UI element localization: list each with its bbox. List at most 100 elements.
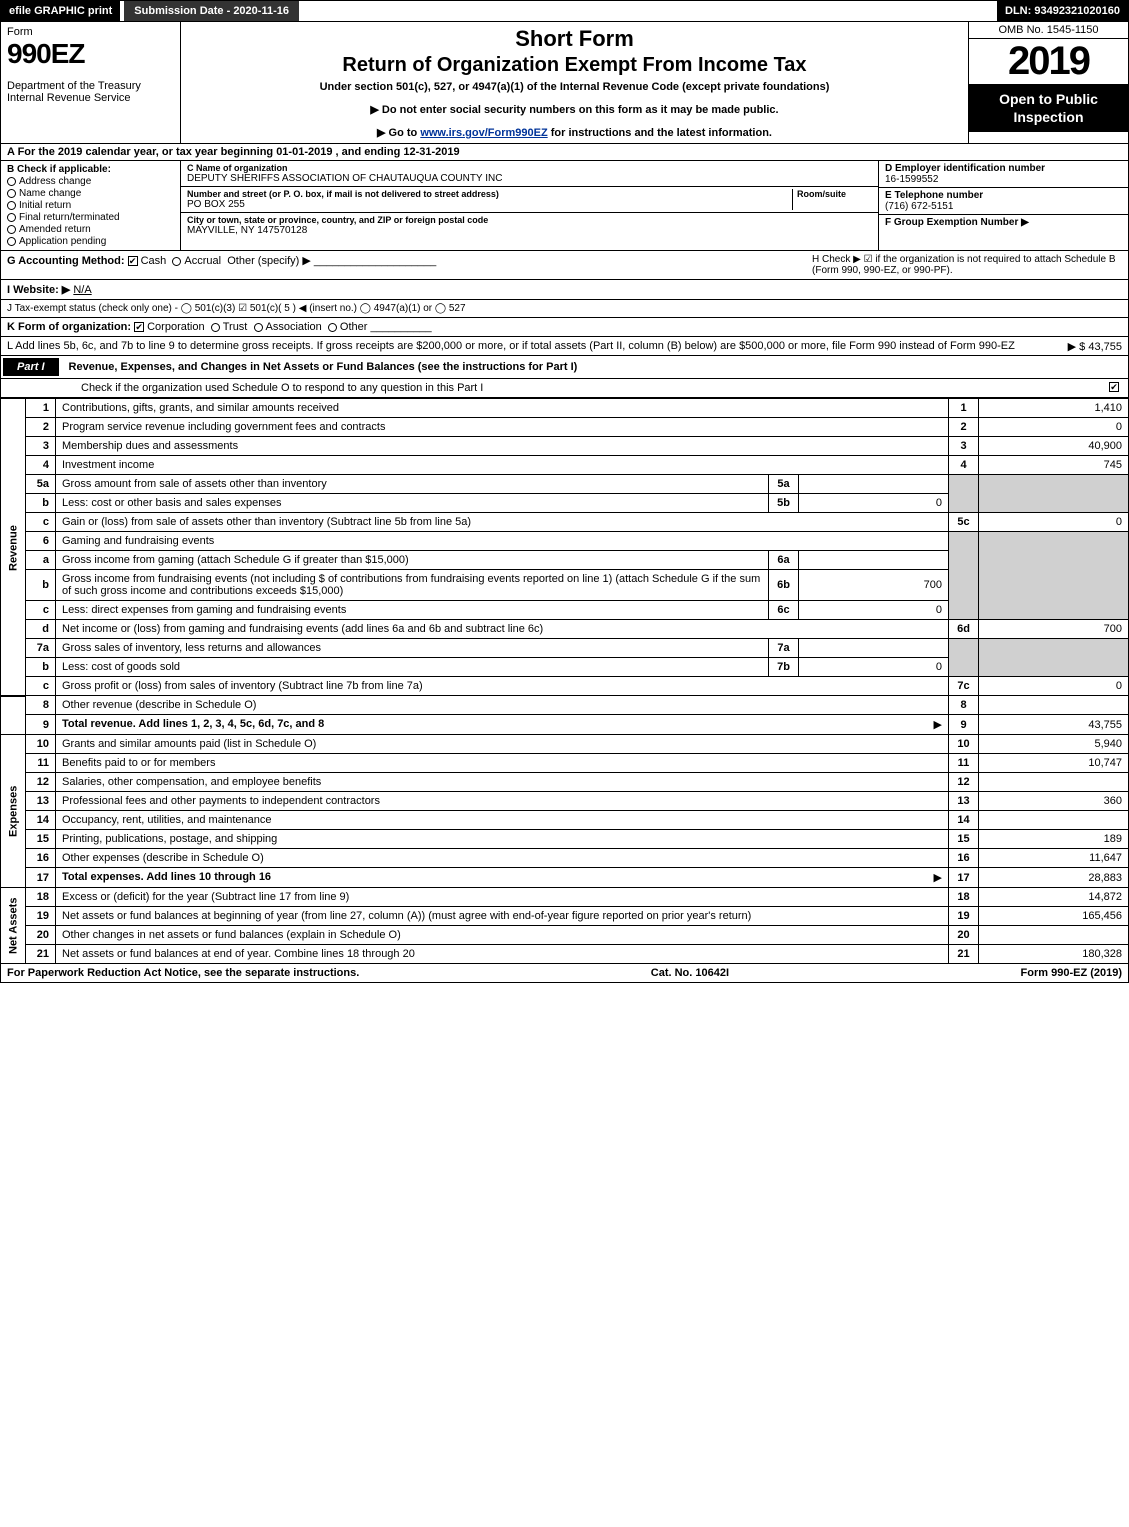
sub-5b: 5b	[769, 494, 799, 513]
under-section: Under section 501(c), 527, or 4947(a)(1)…	[191, 81, 958, 93]
ln-5a: 5a	[26, 475, 56, 494]
num-12: 12	[949, 773, 979, 792]
lbl-assoc: Association	[266, 321, 322, 333]
org-name: DEPUTY SHERIFFS ASSOCIATION OF CHAUTAUQU…	[187, 173, 872, 184]
lbl-trust: Trust	[223, 321, 248, 333]
info-section: B Check if applicable: Address change Na…	[0, 161, 1129, 251]
val-9: 43,755	[979, 715, 1129, 735]
goto-pre: ▶ Go to	[377, 127, 420, 139]
subval-7b: 0	[799, 658, 949, 677]
num-6d: 6d	[949, 620, 979, 639]
desc-6b: Gross income from fundraising events (no…	[62, 573, 760, 597]
chk-initial-return[interactable]	[7, 201, 16, 210]
chk-name-change[interactable]	[7, 189, 16, 198]
chk-corp[interactable]: ✔	[134, 322, 144, 332]
side-expenses: Expenses	[1, 735, 26, 888]
desc-6a: Gross income from gaming (attach Schedul…	[62, 554, 409, 566]
ssn-note: ▶ Do not enter social security numbers o…	[191, 103, 958, 116]
chk-accrual[interactable]	[172, 257, 181, 266]
desc-7b: Less: cost of goods sold	[62, 661, 180, 673]
chk-other-org[interactable]	[328, 323, 337, 332]
chk-amended[interactable]	[7, 225, 16, 234]
desc-6c: Less: direct expenses from gaming and fu…	[62, 604, 346, 616]
part1-header: Part I Revenue, Expenses, and Changes in…	[0, 356, 1129, 379]
lbl-final-return: Final return/terminated	[19, 212, 120, 223]
box-def: D Employer identification number 16-1599…	[878, 161, 1128, 250]
lbl-amended: Amended return	[19, 224, 91, 235]
g-label: G Accounting Method:	[7, 255, 125, 267]
row-a-tax-year: A For the 2019 calendar year, or tax yea…	[0, 144, 1129, 161]
num-5c: 5c	[949, 513, 979, 532]
c-room-lbl: Room/suite	[797, 189, 872, 199]
sub-6b: 6b	[769, 570, 799, 601]
efile-print-button[interactable]: efile GRAPHIC print	[1, 1, 120, 21]
desc-18: Excess or (deficit) for the year (Subtra…	[62, 891, 349, 903]
ln-19: 19	[26, 907, 56, 926]
subval-6c: 0	[799, 601, 949, 620]
desc-5c: Gain or (loss) from sale of assets other…	[62, 516, 471, 528]
ln-6b: b	[26, 570, 56, 601]
num-2: 2	[949, 418, 979, 437]
desc-1: Contributions, gifts, grants, and simila…	[62, 402, 339, 414]
desc-7c: Gross profit or (loss) from sales of inv…	[62, 680, 423, 692]
val-5c: 0	[979, 513, 1129, 532]
num-14: 14	[949, 811, 979, 830]
chk-trust[interactable]	[211, 323, 220, 332]
num-1: 1	[949, 399, 979, 418]
chk-app-pending[interactable]	[7, 237, 16, 246]
desc-15: Printing, publications, postage, and shi…	[62, 833, 277, 845]
e-tel-lbl: E Telephone number	[885, 190, 1122, 201]
lbl-other-org: Other	[340, 321, 368, 333]
form-number: 990EZ	[7, 38, 174, 70]
chk-assoc[interactable]	[254, 323, 263, 332]
org-city: MAYVILLE, NY 147570128	[187, 225, 872, 236]
subval-6b: 700	[799, 570, 949, 601]
num-21: 21	[949, 945, 979, 964]
d-ein-lbl: D Employer identification number	[885, 163, 1122, 174]
desc-16: Other expenses (describe in Schedule O)	[62, 852, 264, 864]
ln-3: 3	[26, 437, 56, 456]
sub-6a: 6a	[769, 551, 799, 570]
lbl-name-change: Name change	[19, 188, 81, 199]
chk-final-return[interactable]	[7, 213, 16, 222]
ln-18: 18	[26, 888, 56, 907]
website: N/A	[73, 284, 91, 296]
row-j: J Tax-exempt status (check only one) - ◯…	[0, 300, 1129, 318]
ln-6: 6	[26, 532, 56, 551]
num-4: 4	[949, 456, 979, 475]
desc-4: Investment income	[62, 459, 154, 471]
desc-11: Benefits paid to or for members	[62, 757, 215, 769]
lbl-initial-return: Initial return	[19, 200, 71, 211]
sub-6c: 6c	[769, 601, 799, 620]
chk-cash[interactable]: ✔	[128, 256, 138, 266]
ln-7a: 7a	[26, 639, 56, 658]
ln-6a: a	[26, 551, 56, 570]
num-20: 20	[949, 926, 979, 945]
h-box: H Check ▶ ☑ if the organization is not r…	[802, 254, 1122, 276]
irs-link[interactable]: www.irs.gov/Form990EZ	[420, 127, 547, 139]
val-8	[979, 696, 1129, 715]
ln-2: 2	[26, 418, 56, 437]
val-15: 189	[979, 830, 1129, 849]
lbl-cash: Cash	[141, 255, 167, 267]
lbl-address-change: Address change	[19, 176, 91, 187]
chk-schedule-o[interactable]: ✔	[1109, 382, 1119, 392]
k-label: K Form of organization:	[7, 321, 131, 333]
val-16: 11,647	[979, 849, 1129, 868]
box-c: C Name of organization DEPUTY SHERIFFS A…	[181, 161, 878, 250]
desc-8: Other revenue (describe in Schedule O)	[62, 699, 256, 711]
submission-date: Submission Date - 2020-11-16	[124, 1, 299, 21]
arrow-17: ▶	[934, 871, 942, 884]
lbl-corp: Corporation	[147, 321, 204, 333]
desc-14: Occupancy, rent, utilities, and maintena…	[62, 814, 272, 826]
val-2: 0	[979, 418, 1129, 437]
ln-6d: d	[26, 620, 56, 639]
val-11: 10,747	[979, 754, 1129, 773]
part1-label: Part I	[3, 358, 59, 376]
desc-3: Membership dues and assessments	[62, 440, 238, 452]
ln-13: 13	[26, 792, 56, 811]
row-gh: G Accounting Method: ✔Cash Accrual Other…	[0, 251, 1129, 280]
chk-address-change[interactable]	[7, 177, 16, 186]
val-18: 14,872	[979, 888, 1129, 907]
desc-10: Grants and similar amounts paid (list in…	[62, 738, 316, 750]
